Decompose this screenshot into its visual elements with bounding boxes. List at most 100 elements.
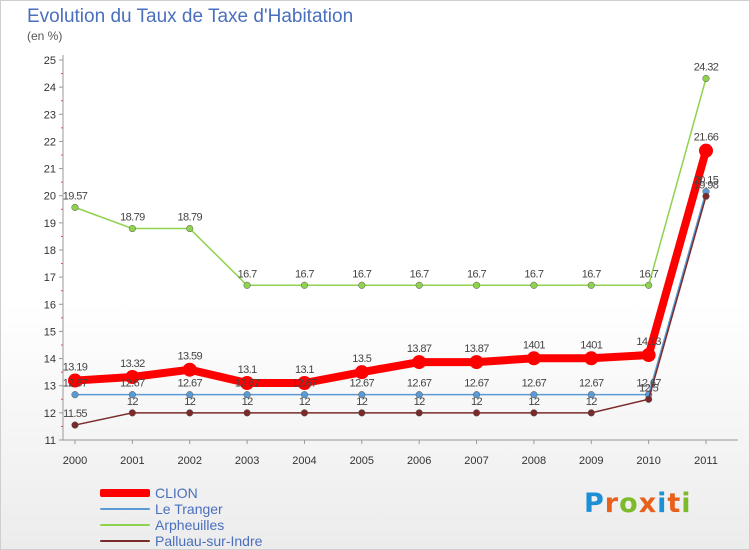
data-point-clion xyxy=(584,351,599,366)
x-tick-label: 2009 xyxy=(579,455,603,467)
data-point-clion xyxy=(297,376,312,390)
data-label-palluau-sur-indre: 12 xyxy=(356,396,368,408)
y-tick-label: 15 xyxy=(44,326,56,338)
data-label-palluau-sur-indre: 11.55 xyxy=(63,408,87,420)
data-label-arpheuilles: 18.79 xyxy=(120,212,145,224)
y-tick-label: 12 xyxy=(44,408,56,420)
legend-swatch xyxy=(100,489,150,497)
data-label-clion: 13.5 xyxy=(352,353,371,365)
logo-letter: i xyxy=(681,488,692,519)
logo-letter: t xyxy=(667,488,682,519)
data-label-le-tranger: 12.67 xyxy=(464,378,489,390)
y-tick-label: 16 xyxy=(44,299,56,311)
legend-label: Arpheuilles xyxy=(155,517,225,533)
data-point-palluau-sur-indre xyxy=(645,395,653,403)
data-label-arpheuilles: 18.79 xyxy=(177,212,202,224)
data-point-palluau-sur-indre xyxy=(128,409,136,417)
data-point-le-tranger xyxy=(71,391,79,399)
data-point-palluau-sur-indre xyxy=(587,409,595,417)
data-point-clion xyxy=(68,373,82,388)
data-point-arpheuilles xyxy=(415,281,423,289)
y-tick-label: 13 xyxy=(44,381,56,393)
data-point-palluau-sur-indre xyxy=(472,409,481,417)
data-point-arpheuilles xyxy=(358,281,366,289)
legend-label: Palluau-sur-Indre xyxy=(155,533,263,549)
data-point-clion xyxy=(354,365,369,380)
data-label-clion: 13.59 xyxy=(177,351,202,363)
data-label-arpheuilles: 16.7 xyxy=(410,268,429,280)
y-tick-label: 17 xyxy=(44,272,56,284)
data-label-arpheuilles: 16.7 xyxy=(238,268,257,280)
series-line-arpheuilles xyxy=(74,77,707,287)
y-tick-label: 24 xyxy=(44,82,56,94)
series-line-le-tranger xyxy=(74,190,707,396)
data-label-arpheuilles: 16.7 xyxy=(467,268,486,280)
legend-swatch xyxy=(100,508,150,510)
x-tick-label: 2010 xyxy=(636,455,660,467)
data-point-le-tranger xyxy=(186,391,194,399)
x-tick-label: 2002 xyxy=(177,455,201,467)
legend-swatch xyxy=(100,540,150,542)
data-point-arpheuilles xyxy=(186,225,194,233)
chart-title: Evolution du Taux de Taxe d'Habitation xyxy=(27,6,354,27)
data-label-palluau-sur-indre: 12 xyxy=(471,396,483,408)
data-label-clion: 13.32 xyxy=(120,358,145,370)
x-tick-label: 2003 xyxy=(235,455,259,467)
y-tick-label: 21 xyxy=(44,164,56,176)
x-tick-label: 2007 xyxy=(464,455,488,467)
data-label-le-tranger: 12.67 xyxy=(407,378,432,390)
data-point-arpheuilles xyxy=(530,281,538,289)
data-point-clion xyxy=(469,355,484,370)
data-label-le-tranger: 12.67 xyxy=(522,378,547,390)
data-point-arpheuilles xyxy=(300,281,309,289)
x-tick-label: 2000 xyxy=(63,455,87,467)
data-label-palluau-sur-indre: 12 xyxy=(184,396,196,408)
series-line-palluau-sur-indre xyxy=(74,195,707,426)
data-label-le-tranger: 12.67 xyxy=(120,378,145,390)
data-point-palluau-sur-indre xyxy=(186,409,194,417)
data-label-clion: 13.1 xyxy=(238,364,257,376)
data-point-clion xyxy=(526,351,541,366)
y-tick-label: 25 xyxy=(44,55,56,67)
data-label-clion: 13.87 xyxy=(407,343,432,355)
data-point-le-tranger xyxy=(415,391,423,399)
data-point-le-tranger xyxy=(472,391,481,399)
x-tick-label: 2001 xyxy=(120,455,144,467)
x-tick-label: 2006 xyxy=(407,455,431,467)
x-tick-label: 2011 xyxy=(694,455,718,467)
data-point-arpheuilles xyxy=(587,281,595,289)
data-point-le-tranger xyxy=(358,391,366,399)
data-label-le-tranger: 20.15 xyxy=(694,175,719,187)
y-tick-label: 19 xyxy=(44,218,56,230)
data-label-palluau-sur-indre: 12 xyxy=(414,396,426,408)
data-point-clion xyxy=(182,362,197,377)
data-point-le-tranger xyxy=(128,391,136,399)
logo-letter: i xyxy=(657,488,668,519)
data-point-arpheuilles xyxy=(472,281,481,289)
data-label-clion: 14.13 xyxy=(636,336,661,348)
data-point-clion xyxy=(125,370,140,385)
data-point-clion xyxy=(699,143,713,158)
data-label-palluau-sur-indre: 19.98 xyxy=(694,179,719,191)
data-point-arpheuilles xyxy=(702,74,710,83)
data-label-palluau-sur-indre: 12.5 xyxy=(639,382,658,394)
logo-letter: r xyxy=(604,488,620,519)
data-point-le-tranger xyxy=(300,391,309,399)
y-tick-label: 23 xyxy=(44,109,56,121)
data-point-palluau-sur-indre xyxy=(243,409,251,417)
data-label-le-tranger: 12.67 xyxy=(636,378,661,390)
y-tick-label: 14 xyxy=(44,354,56,366)
data-label-palluau-sur-indre: 12 xyxy=(242,396,254,408)
x-tick-label: 2008 xyxy=(522,455,546,467)
data-point-palluau-sur-indre xyxy=(300,409,309,417)
data-label-le-tranger: 12.67 xyxy=(177,378,202,390)
data-label-arpheuilles: 16.7 xyxy=(352,268,371,280)
logo-letter: P xyxy=(584,488,605,519)
data-label-clion: 13.1 xyxy=(295,364,314,376)
data-point-palluau-sur-indre xyxy=(530,409,538,417)
data-label-clion: 1401 xyxy=(523,339,546,351)
data-label-arpheuilles: 16.7 xyxy=(295,268,314,280)
data-label-clion: 13.87 xyxy=(464,343,489,355)
y-tick-label: 22 xyxy=(44,136,56,148)
data-label-clion: 1401 xyxy=(580,339,603,351)
